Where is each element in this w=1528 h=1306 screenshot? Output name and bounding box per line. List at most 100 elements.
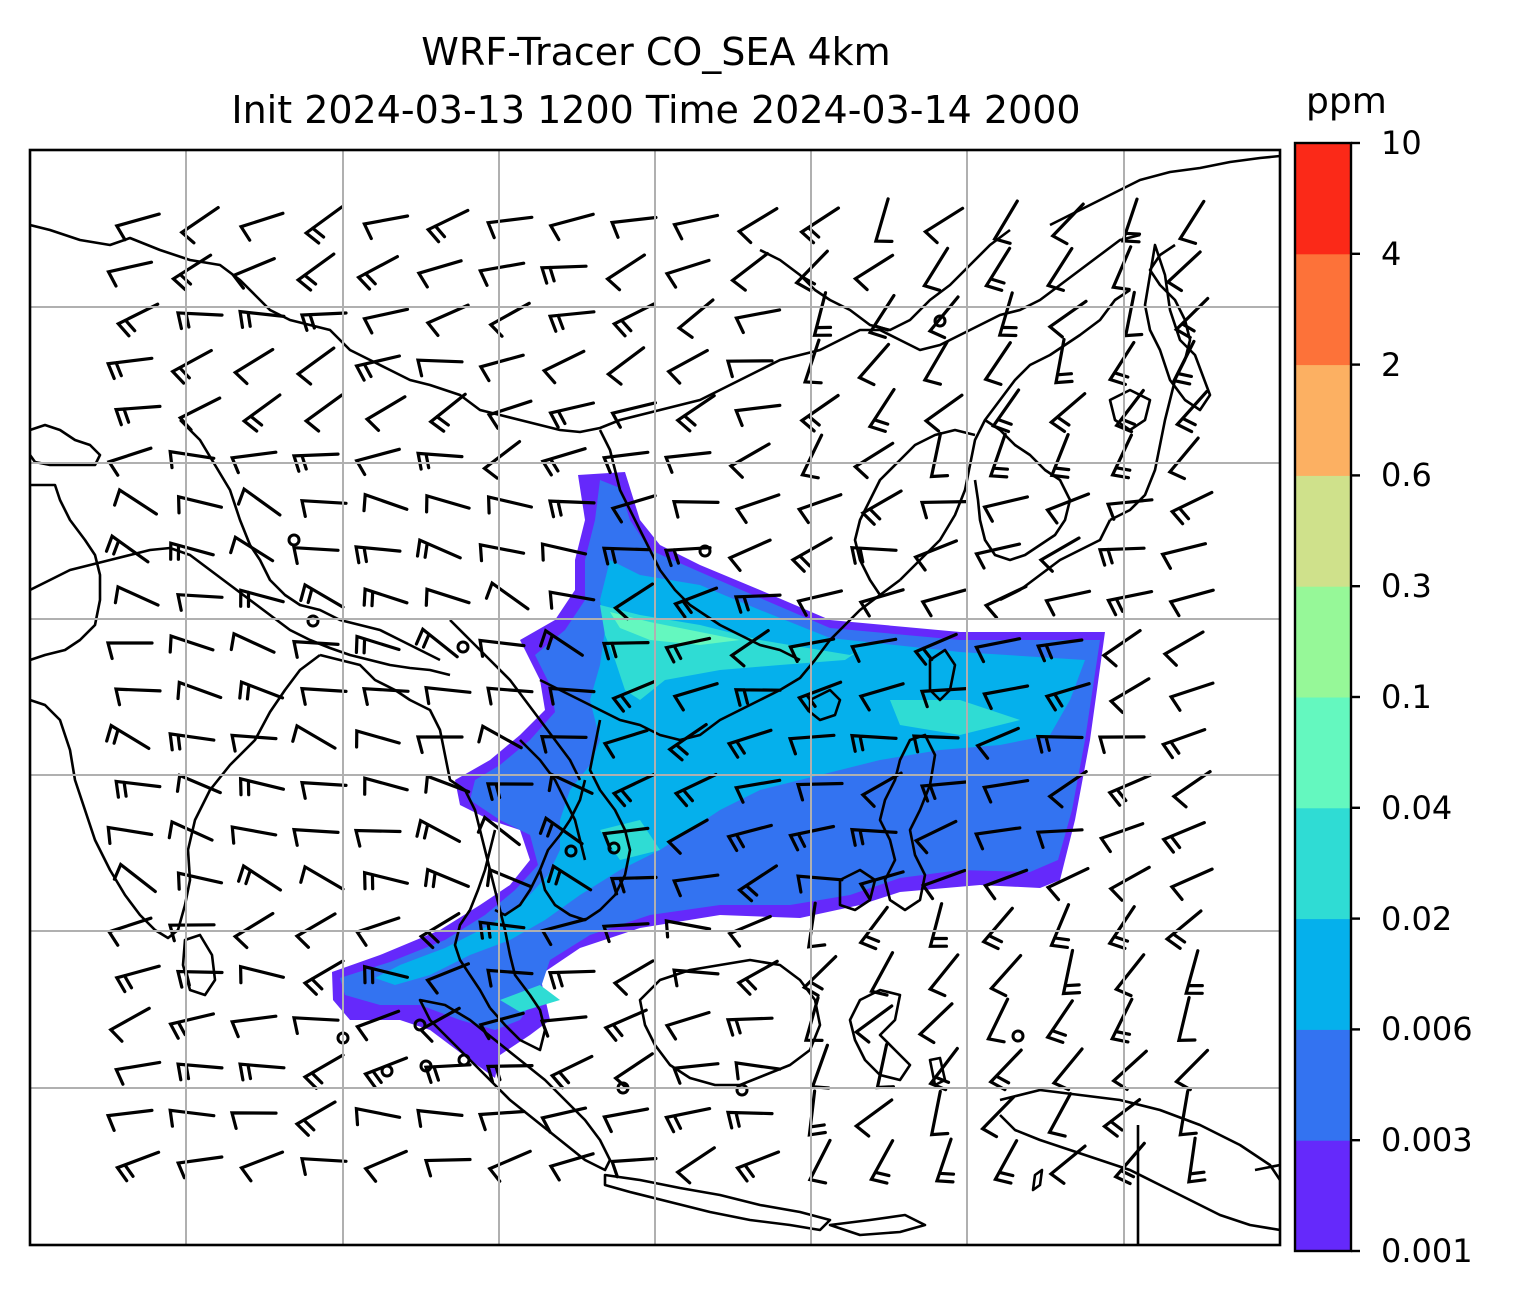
wind-barb — [794, 249, 829, 293]
wind-barb — [539, 628, 584, 657]
wind-barb — [362, 870, 409, 891]
wind-barb — [1044, 492, 1091, 525]
wind-barb — [988, 954, 1023, 998]
wind-barb — [853, 1098, 894, 1138]
wind-barb — [1178, 1089, 1198, 1137]
wind-barb — [179, 206, 220, 245]
wind-barb — [1061, 948, 1082, 996]
wind-barb — [1109, 997, 1134, 1044]
wind-barb — [1171, 770, 1212, 809]
map-frame — [28, 148, 1282, 1247]
wind-barb — [1045, 246, 1074, 292]
coast-japan-north-1 — [1049, 154, 1280, 227]
wind-barb — [666, 818, 709, 855]
wind-barb — [423, 1157, 472, 1178]
wind-barb — [867, 387, 896, 433]
colorbar-tick-label: 4 — [1381, 234, 1402, 273]
wind-barb — [354, 354, 401, 382]
wind-barb — [664, 1107, 712, 1134]
wind-barb — [106, 825, 154, 845]
wind-barb — [1176, 996, 1197, 1043]
wind-barb — [484, 580, 530, 611]
colorbar-tick-label: 0.02 — [1381, 899, 1453, 938]
wind-barb — [787, 733, 836, 756]
wind-barb — [540, 1106, 588, 1134]
wind-barb — [485, 215, 534, 240]
wind-barb — [300, 498, 348, 518]
wind-barb — [414, 626, 459, 659]
wind-barb — [1038, 536, 1081, 573]
wind-barb — [664, 636, 712, 664]
wind-barb — [292, 639, 340, 659]
wind-barb — [229, 534, 275, 563]
wind-barb — [1105, 498, 1154, 521]
colorbar-bin-7 — [1295, 364, 1351, 476]
wind-barb — [602, 1107, 650, 1134]
wind-barb — [612, 582, 655, 621]
wind-barb — [476, 814, 521, 847]
wind-barb — [425, 962, 470, 995]
wind-barb — [424, 867, 470, 889]
wind-barb — [105, 356, 154, 381]
wind-barb — [858, 588, 905, 618]
wind-barb — [113, 404, 162, 427]
coast-malay-peninsula — [453, 829, 497, 1009]
wind-barb — [601, 922, 650, 944]
wind-barb — [113, 1060, 162, 1086]
plume-level-0.02b — [890, 700, 1020, 735]
wind-barb — [920, 588, 967, 618]
wind-barb — [611, 302, 656, 338]
wind-barb — [788, 637, 836, 663]
wind-barb — [1111, 1049, 1148, 1091]
wind-barb — [292, 827, 340, 847]
wind-barb — [1167, 436, 1200, 481]
wind-barb — [983, 585, 1028, 620]
wind-barb — [423, 1063, 472, 1084]
wind-barb — [105, 641, 154, 661]
wind-barb — [238, 1062, 286, 1082]
wind-barb — [850, 545, 898, 565]
wind-barb — [849, 637, 898, 663]
wind-barb — [1048, 392, 1087, 433]
wind-barb — [1108, 677, 1151, 714]
plume-level-0.02d — [500, 985, 560, 1012]
border-5 — [598, 429, 801, 662]
wind-barb — [486, 494, 533, 515]
wind-barb — [238, 211, 285, 242]
wind-barb — [1174, 390, 1209, 434]
wind-barb — [795, 781, 844, 802]
coast-sri-lanka — [181, 933, 217, 997]
wind-barb — [734, 493, 781, 524]
map-title-line2: Init 2024-03-13 1200 Time 2024-03-14 200… — [231, 88, 1081, 132]
wind-barb — [873, 197, 894, 243]
wind-barb — [428, 392, 467, 433]
wind-barb — [929, 1089, 950, 1137]
wind-barb — [230, 733, 278, 753]
wind-barb — [611, 680, 656, 713]
wind-barb — [294, 1100, 337, 1137]
wind-barb — [806, 901, 827, 949]
wind-barb — [1106, 590, 1154, 617]
wind-barb — [602, 728, 649, 759]
wind-barb — [540, 447, 587, 477]
wind-barb — [415, 358, 464, 378]
wind-barb — [1098, 822, 1145, 854]
wind-barb — [425, 303, 470, 337]
wind-barb — [733, 593, 782, 614]
wind-barb — [232, 911, 275, 950]
wind-barb — [726, 728, 773, 759]
wind-barb — [613, 1052, 654, 1091]
coast-sulawesi — [848, 988, 912, 1082]
wind-barb — [921, 246, 950, 292]
wind-barb — [1035, 828, 1084, 849]
wind-barb — [1049, 903, 1071, 949]
wind-barb — [477, 261, 526, 287]
wind-barb — [913, 819, 958, 855]
wind-barb — [229, 1014, 278, 1039]
wind-barb — [927, 295, 960, 340]
wind-barb — [852, 253, 895, 292]
wind-barb — [920, 868, 967, 901]
wind-barb — [176, 680, 223, 701]
wind-barb — [1035, 734, 1084, 754]
colorbar-tick-label: 0.04 — [1381, 788, 1453, 827]
